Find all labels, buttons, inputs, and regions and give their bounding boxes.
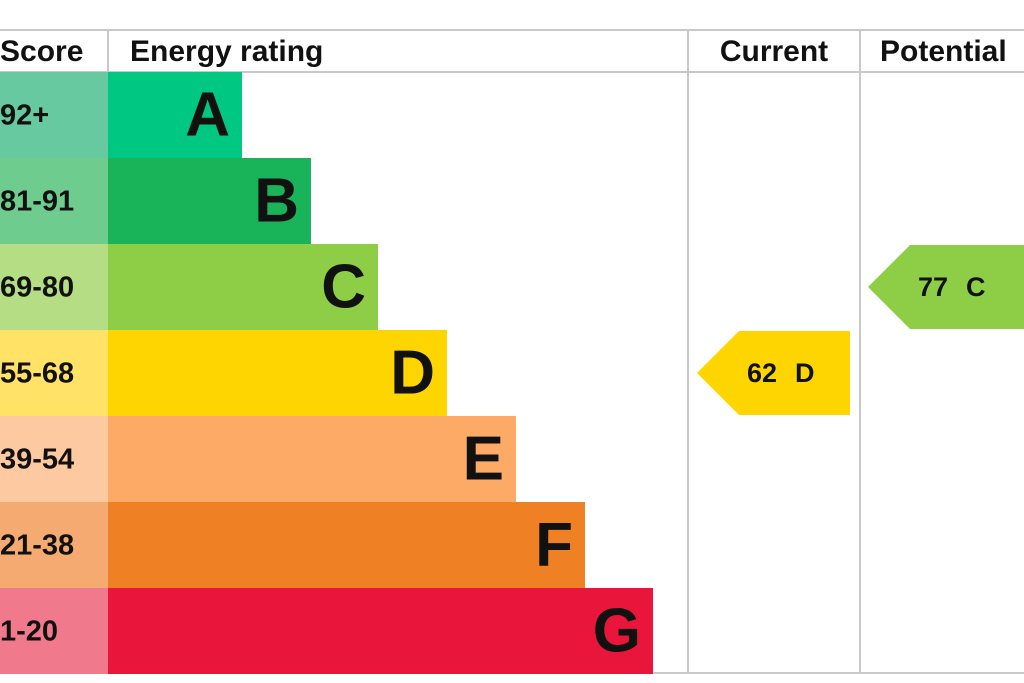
rating-letter: B	[254, 166, 299, 235]
current-label: 62 D	[747, 358, 815, 388]
rating-letter: A	[185, 80, 230, 149]
score-range: 69-80	[0, 272, 74, 304]
current-arrow	[697, 331, 850, 415]
potential-band: C	[966, 272, 986, 302]
score-cell	[0, 158, 108, 244]
score-range: 1-20	[0, 616, 58, 648]
score-range: 39-54	[0, 444, 74, 476]
rating-bar	[108, 502, 585, 588]
header-potential: Potential	[880, 35, 1007, 68]
score-cell	[0, 330, 108, 416]
score-range: 81-91	[0, 186, 74, 218]
header-rating: Energy rating	[130, 35, 323, 68]
rating-letter: F	[535, 510, 573, 579]
rating-letter: C	[321, 252, 366, 321]
potential-value: 77	[918, 272, 948, 302]
score-cell	[0, 416, 108, 502]
rating-letter: G	[593, 596, 641, 665]
rating-bar	[108, 158, 311, 244]
score-range: 92+	[0, 100, 49, 132]
rating-letter: D	[390, 338, 435, 407]
score-range: 21-38	[0, 530, 74, 562]
current-value: 62	[747, 358, 777, 388]
score-cell	[0, 244, 108, 330]
score-cell	[0, 72, 108, 158]
rating-bar	[108, 244, 378, 330]
rating-bar	[108, 330, 447, 416]
header-current: Current	[720, 35, 828, 68]
rating-letter: E	[463, 424, 504, 493]
current-band: D	[795, 358, 815, 388]
header-score: Score	[0, 35, 83, 68]
rating-bar	[108, 416, 516, 502]
potential-arrow	[868, 245, 1024, 329]
rating-bar	[108, 588, 653, 674]
rating-bar	[108, 72, 242, 158]
score-cell	[0, 502, 108, 588]
potential-label: 77 C	[918, 272, 986, 302]
score-cell	[0, 588, 108, 674]
score-range: 55-68	[0, 358, 74, 390]
